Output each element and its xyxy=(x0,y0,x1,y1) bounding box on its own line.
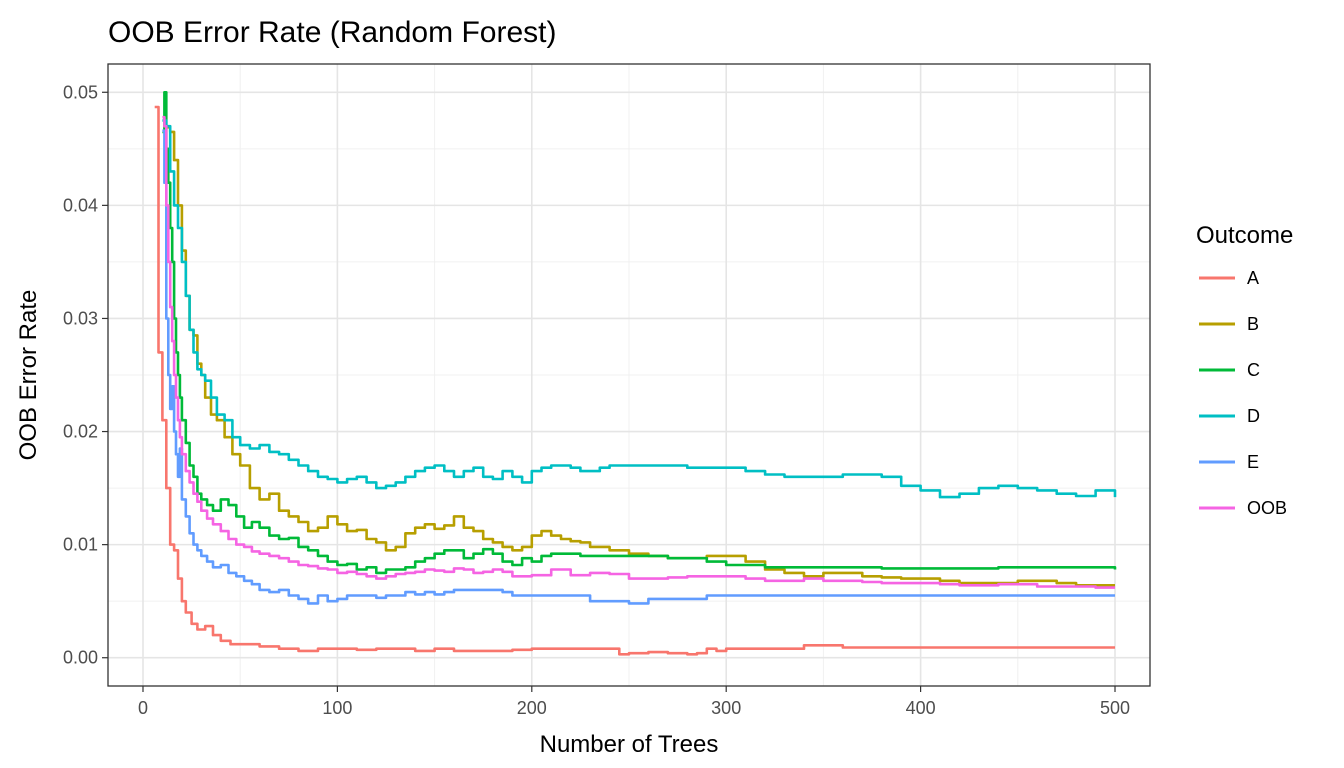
legend-label-a: A xyxy=(1247,268,1259,288)
x-tick-label: 400 xyxy=(906,698,936,718)
y-tick-label: 0.04 xyxy=(63,195,98,215)
series-line-oob xyxy=(162,115,1115,589)
series-lines xyxy=(154,91,1117,656)
x-axis-title: Number of Trees xyxy=(540,731,719,758)
grid-lines xyxy=(108,64,1150,686)
legend-label-b: B xyxy=(1247,314,1259,334)
x-tick-label: 100 xyxy=(322,698,352,718)
legend-label-c: C xyxy=(1247,360,1260,380)
legend-label-d: D xyxy=(1247,406,1260,426)
x-tick-label: 200 xyxy=(517,698,547,718)
x-tick-label: 500 xyxy=(1100,698,1130,718)
y-tick-label: 0.01 xyxy=(63,535,98,555)
legend-title: Outcome xyxy=(1196,222,1293,249)
x-tick-label: 0 xyxy=(138,698,148,718)
plot-panel-border xyxy=(107,63,1151,687)
y-tick-label: 0.00 xyxy=(63,648,98,668)
legend-label-e: E xyxy=(1247,452,1259,472)
y-axis: 0.00 0.01 0.02 0.03 0.04 0.05 xyxy=(63,82,108,668)
series-line-b xyxy=(166,126,1115,587)
chart-title: OOB Error Rate (Random Forest) xyxy=(108,16,556,49)
x-axis: 0 100 200 300 400 500 xyxy=(138,686,1130,718)
y-tick-label: 0.05 xyxy=(63,82,98,102)
series-line-c xyxy=(162,91,1117,575)
legend-label-oob: OOB xyxy=(1247,498,1287,518)
y-tick-label: 0.02 xyxy=(63,422,98,442)
x-tick-label: 300 xyxy=(711,698,741,718)
series-line-a xyxy=(154,105,1115,656)
legend: Outcome A B C D E OOB xyxy=(1196,222,1293,518)
series-line-e xyxy=(162,129,1115,605)
y-axis-title: OOB Error Rate xyxy=(15,290,42,461)
series-line-d xyxy=(162,119,1117,499)
y-tick-label: 0.03 xyxy=(63,308,98,328)
